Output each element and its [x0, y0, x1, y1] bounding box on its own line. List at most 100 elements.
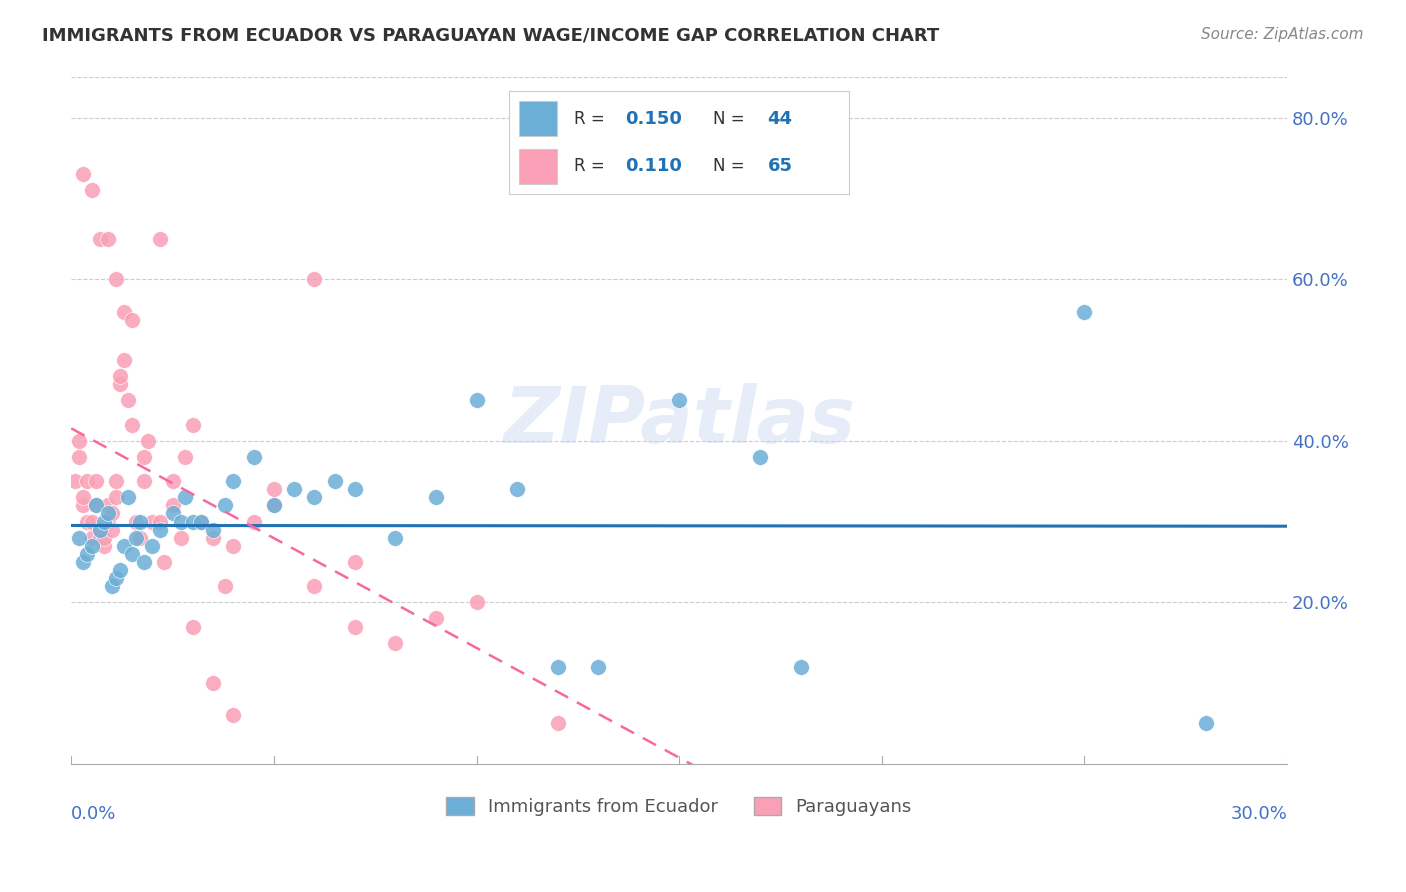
Point — [547, 716, 569, 731]
Point — [304, 579, 326, 593]
Point — [384, 531, 406, 545]
Point — [84, 474, 107, 488]
Point — [97, 499, 120, 513]
Point — [89, 523, 111, 537]
Point — [425, 611, 447, 625]
Point — [117, 393, 139, 408]
Point — [141, 539, 163, 553]
Point — [214, 499, 236, 513]
Point — [190, 515, 212, 529]
Point — [465, 595, 488, 609]
Point — [181, 515, 204, 529]
Text: ZIPatlas: ZIPatlas — [503, 383, 855, 458]
Point — [173, 450, 195, 464]
Point — [668, 393, 690, 408]
Point — [790, 660, 813, 674]
Point — [134, 474, 156, 488]
Point — [323, 474, 346, 488]
Point — [263, 499, 285, 513]
Point — [100, 507, 122, 521]
Point — [149, 515, 172, 529]
Point — [263, 499, 285, 513]
Point — [125, 515, 148, 529]
Point — [108, 563, 131, 577]
Point — [104, 474, 127, 488]
Point — [80, 531, 103, 545]
Point — [65, 474, 87, 488]
Point — [506, 483, 529, 497]
Point — [117, 491, 139, 505]
Point — [202, 676, 225, 690]
Point — [1195, 716, 1218, 731]
Point — [76, 547, 98, 561]
Point — [93, 539, 115, 553]
Point — [162, 507, 184, 521]
Point — [242, 515, 264, 529]
Point — [108, 369, 131, 384]
Point — [76, 474, 98, 488]
Point — [80, 539, 103, 553]
Point — [343, 619, 366, 633]
Point — [121, 417, 143, 432]
Point — [84, 499, 107, 513]
Text: Source: ZipAtlas.com: Source: ZipAtlas.com — [1201, 27, 1364, 42]
Point — [149, 232, 172, 246]
Point — [72, 499, 94, 513]
Point — [134, 450, 156, 464]
Legend: Immigrants from Ecuador, Paraguayans: Immigrants from Ecuador, Paraguayans — [439, 789, 920, 823]
Point — [153, 555, 176, 569]
Point — [67, 531, 90, 545]
Point — [169, 531, 191, 545]
Point — [72, 491, 94, 505]
Point — [108, 377, 131, 392]
Point — [242, 450, 264, 464]
Point — [97, 232, 120, 246]
Point — [136, 434, 159, 448]
Point — [141, 515, 163, 529]
Point — [173, 491, 195, 505]
Point — [343, 555, 366, 569]
Point — [112, 304, 135, 318]
Point — [80, 184, 103, 198]
Point — [263, 483, 285, 497]
Point — [181, 417, 204, 432]
Point — [129, 531, 152, 545]
Point — [97, 515, 120, 529]
Point — [112, 539, 135, 553]
Point — [89, 523, 111, 537]
Point — [97, 507, 120, 521]
Point — [129, 515, 152, 529]
Point — [125, 531, 148, 545]
Point — [283, 483, 305, 497]
Point — [343, 483, 366, 497]
Point — [149, 523, 172, 537]
Point — [749, 450, 772, 464]
Point — [181, 619, 204, 633]
Point — [67, 450, 90, 464]
Point — [121, 547, 143, 561]
Point — [202, 531, 225, 545]
Point — [93, 531, 115, 545]
Point — [100, 523, 122, 537]
Point — [104, 491, 127, 505]
Point — [586, 660, 609, 674]
Point — [100, 579, 122, 593]
Point — [89, 531, 111, 545]
Point — [76, 515, 98, 529]
Point — [84, 499, 107, 513]
Point — [121, 312, 143, 326]
Point — [67, 434, 90, 448]
Point — [80, 515, 103, 529]
Text: IMMIGRANTS FROM ECUADOR VS PARAGUAYAN WAGE/INCOME GAP CORRELATION CHART: IMMIGRANTS FROM ECUADOR VS PARAGUAYAN WA… — [42, 27, 939, 45]
Point — [384, 636, 406, 650]
Point — [93, 515, 115, 529]
Point — [89, 232, 111, 246]
Point — [547, 660, 569, 674]
Point — [214, 579, 236, 593]
Text: 30.0%: 30.0% — [1230, 805, 1286, 823]
Point — [304, 491, 326, 505]
Point — [104, 272, 127, 286]
Point — [134, 555, 156, 569]
Point — [1073, 304, 1095, 318]
Text: 0.0%: 0.0% — [72, 805, 117, 823]
